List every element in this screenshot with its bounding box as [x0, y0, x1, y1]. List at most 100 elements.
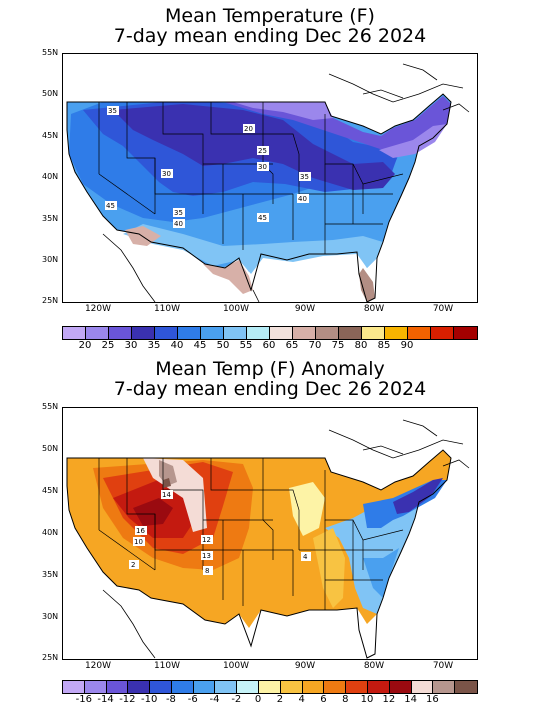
contour-label: 40 — [298, 195, 307, 203]
contour-label: 16 — [136, 527, 145, 535]
colorbar-swatch — [224, 327, 247, 339]
colorbar-label: 70 — [308, 340, 322, 351]
colorbar-swatch — [201, 327, 224, 339]
lat-label: 45N — [42, 486, 59, 495]
colorbar-swatch — [128, 681, 151, 693]
colorbar-swatch — [455, 681, 477, 693]
lon-label: 120W — [84, 304, 112, 314]
lon-label: 110W — [153, 661, 181, 671]
colorbar-label: -16 — [75, 694, 92, 705]
map-panel: 14 16 10 12 13 8 4 2 — [62, 407, 478, 660]
lon-label: 80W — [363, 304, 385, 314]
contour-label: 30 — [258, 163, 267, 171]
colorbar-swatch — [346, 681, 368, 693]
contour-label: 4 — [303, 553, 308, 561]
colorbar-label: 60 — [262, 340, 276, 351]
colorbar-swatch — [316, 327, 339, 339]
colorbar-label: -12 — [119, 694, 136, 705]
colorbar-swatch — [63, 681, 85, 693]
colorbar-label: 2 — [276, 694, 284, 705]
colorbar-swatch — [63, 327, 86, 339]
colorbar-swatch — [237, 681, 260, 693]
lat-label: 50N — [42, 444, 59, 453]
colorbar-label: 40 — [170, 340, 184, 351]
lon-label: 80W — [363, 661, 385, 671]
map-graphic: 14 16 10 12 13 8 4 2 — [66, 419, 470, 659]
lat-label: 40N — [42, 528, 59, 537]
colorbar-swatch — [86, 327, 109, 339]
colorbar-label: 90 — [400, 340, 414, 351]
colorbar-label: -8 — [165, 694, 176, 705]
lon-label: 120W — [84, 661, 112, 671]
colorbar-label: 35 — [147, 340, 161, 351]
colorbar-swatch — [193, 681, 216, 693]
colorbar-label: -4 — [209, 694, 220, 705]
lon-label: 110W — [153, 304, 181, 314]
colorbar-label: 30 — [124, 340, 138, 351]
colorbar-swatch — [293, 327, 316, 339]
map-title-line1: Mean Temp (F) Anomaly — [155, 358, 385, 380]
colorbar-swatch — [302, 681, 325, 693]
colorbar-swatch — [385, 327, 408, 339]
colorbar-label: 75 — [331, 340, 345, 351]
colorbar-swatch — [339, 327, 362, 339]
lat-label: 45N — [42, 131, 59, 140]
contour-label: 35 — [108, 107, 117, 115]
map-title-line1: Mean Temperature (F) — [165, 5, 375, 27]
colorbar-label: 6 — [320, 694, 327, 705]
colorbar-swatch — [454, 327, 477, 339]
lat-label: 40N — [42, 172, 59, 181]
colorbar — [62, 326, 478, 340]
colorbar-swatch — [280, 681, 303, 693]
colorbar-label: -14 — [97, 694, 114, 705]
map-title-line2: 7-day mean ending Dec 26 2024 — [113, 25, 427, 47]
map-graphic: 35 20 25 30 30 35 40 45 35 40 45 — [66, 63, 470, 302]
map-title-line2: 7-day mean ending Dec 26 2024 — [113, 378, 427, 400]
colorbar-swatch — [408, 327, 431, 339]
colorbar — [62, 680, 478, 694]
contour-label: 14 — [162, 491, 171, 499]
colorbar-label: 10 — [360, 694, 374, 705]
contour-label: 20 — [244, 125, 253, 133]
colorbar-swatch — [178, 327, 201, 339]
colorbar-label: -6 — [187, 694, 198, 705]
colorbar-label: 25 — [101, 340, 115, 351]
colorbar-swatch — [411, 681, 434, 693]
contour-label: 13 — [202, 552, 211, 560]
colorbar-swatch — [270, 327, 293, 339]
contour-label: 30 — [162, 170, 171, 178]
colorbar-swatch — [259, 681, 281, 693]
colorbar-swatch — [215, 681, 238, 693]
contour-label: 45 — [106, 202, 115, 210]
contour-label: 35 — [174, 209, 183, 217]
colorbar-label: 85 — [377, 340, 391, 351]
map-panel: 35 20 25 30 30 35 40 45 35 40 45 — [62, 53, 478, 303]
lat-label: 25N — [42, 296, 59, 305]
colorbar-swatch — [109, 327, 132, 339]
contour-label: 35 — [300, 173, 309, 181]
colorbar-swatch — [433, 681, 456, 693]
colorbar-swatch — [324, 681, 347, 693]
lon-label: 70W — [432, 304, 454, 314]
contour-label: 10 — [134, 538, 143, 546]
lat-label: 30N — [42, 255, 59, 264]
lon-label: 90W — [294, 304, 316, 314]
colorbar-label: -2 — [231, 694, 242, 705]
lon-label: 70W — [432, 661, 454, 671]
colorbar-label: 4 — [298, 694, 305, 705]
colorbar-label: 16 — [426, 694, 439, 705]
lon-label: 100W — [222, 304, 250, 314]
lat-label: 25N — [42, 653, 59, 662]
colorbar-label: 8 — [342, 694, 349, 705]
colorbar-swatch — [171, 681, 194, 693]
colorbar-swatch — [431, 327, 454, 339]
colorbar-label: -10 — [140, 694, 158, 705]
colorbar-label: 12 — [382, 694, 396, 705]
lon-label: 100W — [222, 661, 250, 671]
contour-label: 2 — [131, 561, 135, 569]
colorbar-swatch — [362, 327, 385, 339]
lat-label: 55N — [42, 402, 59, 411]
lat-label: 35N — [42, 570, 59, 579]
colorbar-label: 50 — [216, 340, 230, 351]
colorbar-swatch — [367, 681, 390, 693]
